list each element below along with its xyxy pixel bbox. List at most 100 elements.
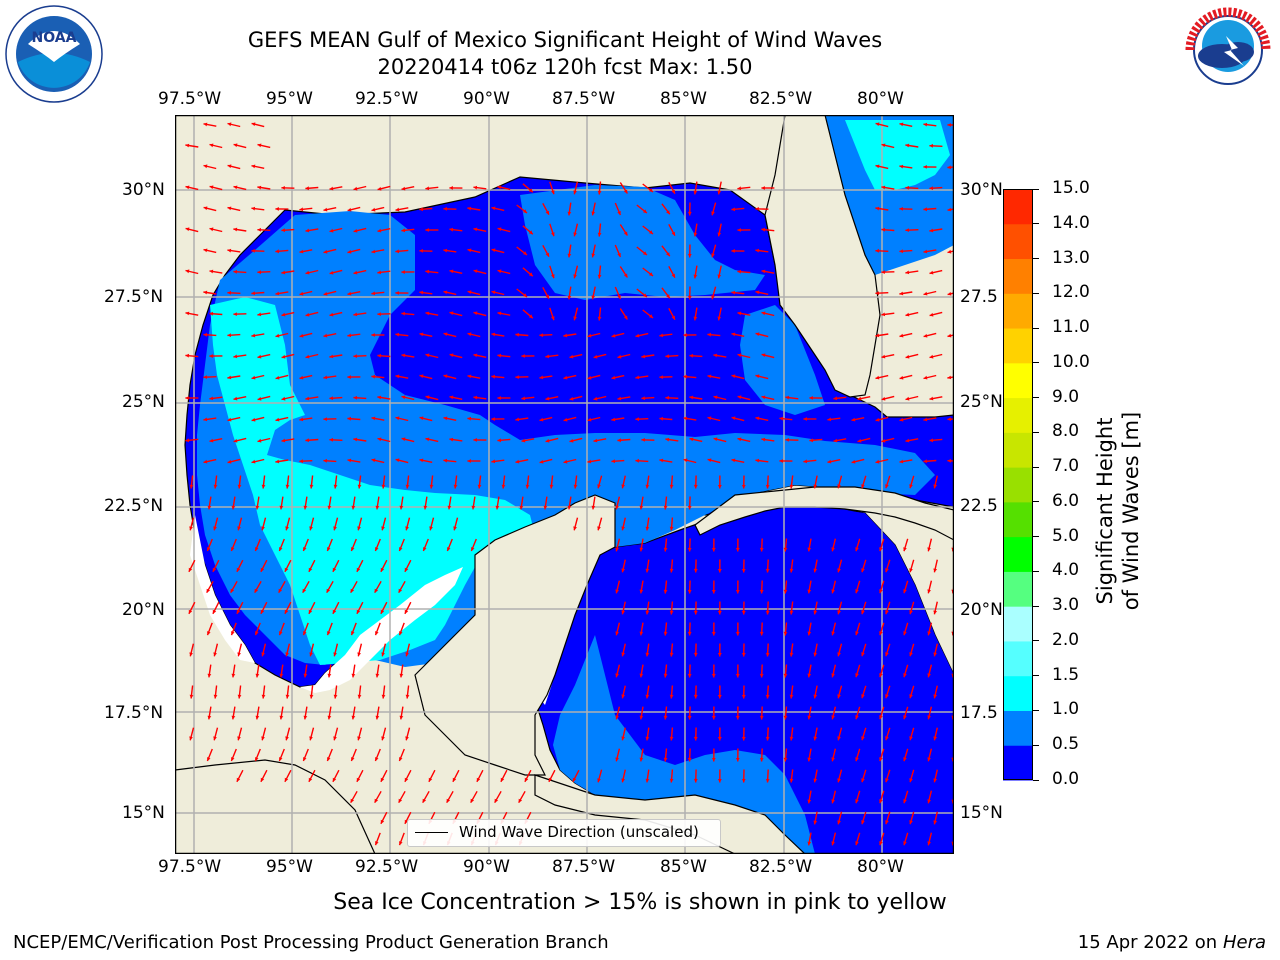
wind-arrow-head — [401, 395, 406, 400]
wind-arrow-head — [428, 777, 433, 782]
wind-arrow-head — [308, 609, 313, 614]
wind-arrow-head — [597, 484, 601, 489]
colorbar-tick-mark — [1033, 501, 1039, 503]
wind-arrow-head — [231, 505, 236, 510]
wind-arrow-head — [299, 291, 304, 296]
wind-arrow-head — [881, 185, 886, 190]
wind-arrow-head — [645, 694, 650, 699]
wind-arrow-head — [375, 757, 379, 761]
wind-arrow-head — [188, 609, 193, 614]
wind-arrow-head — [491, 290, 496, 295]
wind-arrow-head — [569, 438, 574, 443]
wind-arrow-head — [875, 417, 880, 422]
colorbar-tick-mark — [1033, 292, 1039, 294]
wind-arrow-head — [689, 437, 694, 442]
wind-arrow-head — [933, 568, 938, 573]
wind-arrow-head — [261, 652, 265, 657]
wind-arrow-head — [452, 777, 457, 782]
colorbar-tick-mark — [1033, 675, 1039, 677]
wind-arrow-head — [693, 694, 698, 699]
wind-arrow-head — [539, 417, 544, 422]
no-data-strip-bay — [300, 567, 463, 693]
wind-arrow-head — [639, 673, 644, 678]
wind-arrow-head — [351, 547, 355, 551]
wind-arrow-head — [207, 547, 211, 551]
wind-arrow-head — [405, 484, 410, 489]
wind-arrow-head — [717, 274, 722, 279]
wind-arrow-head — [401, 228, 406, 233]
wind-arrow-head — [567, 295, 572, 300]
wind-arrow-head — [731, 207, 736, 212]
wind-arrow-head — [621, 778, 626, 783]
wind-arrow-head — [761, 227, 766, 232]
wind-arrow-head — [347, 249, 352, 254]
wind-arrow-head — [735, 716, 740, 720]
lon-label-bottom-87.5: 87.5°W — [552, 857, 616, 877]
svg-text:NOAA: NOAA — [32, 30, 77, 46]
wind-arrow-head — [549, 484, 554, 489]
wind-arrow-head — [611, 333, 616, 338]
wind-arrow-head — [875, 206, 880, 211]
wind-arrow-head — [257, 270, 261, 275]
wind-arrow-head — [299, 207, 304, 212]
wind-arrow-head — [227, 417, 232, 422]
wind-arrow-head — [275, 249, 279, 254]
wind-arrow-head — [737, 437, 742, 442]
wind-arrow-head — [209, 354, 213, 358]
colorbar-tick-label: 5.0 — [1052, 525, 1080, 546]
wind-arrow-head — [807, 799, 812, 804]
wind-arrow-head — [371, 291, 376, 296]
wind-arrow-head — [885, 736, 889, 741]
wind-arrow-head — [515, 417, 520, 422]
wind-arrow-head — [491, 374, 495, 379]
wind-arrow-head — [669, 610, 674, 615]
wind-arrow-head — [323, 417, 327, 421]
wind-arrow-head — [905, 312, 910, 317]
wind-arrow-head — [923, 207, 927, 212]
wind-arrow-head — [831, 799, 835, 804]
wind-arrow-head — [881, 270, 885, 274]
wind-arrow-head — [209, 438, 214, 443]
wind-arrow-head — [237, 736, 241, 741]
wind-arrow-head — [551, 190, 555, 195]
wave-zone-1.0-1.5-ne — [845, 120, 950, 190]
wind-arrow-head — [687, 295, 692, 300]
wind-arrow-head — [671, 315, 675, 320]
wind-arrow-head — [587, 459, 592, 464]
wind-arrow-head — [741, 653, 746, 657]
wind-arrow-head — [449, 353, 454, 358]
wind-arrow-head — [623, 273, 628, 278]
wind-arrow-head — [309, 652, 313, 657]
wind-arrow-head — [357, 694, 362, 699]
wind-arrow-head — [687, 253, 692, 258]
lat-label-right-22.5: 22.5 — [960, 496, 998, 516]
wind-arrow-head — [621, 736, 626, 741]
wind-arrow-head — [813, 610, 818, 615]
wind-arrow-head — [491, 417, 495, 421]
wind-arrow-head — [405, 526, 409, 531]
wind-arrow-head — [185, 311, 190, 316]
wind-arrow-head — [443, 416, 448, 421]
wind-arrow-head — [855, 589, 859, 594]
wind-arrow-head — [813, 568, 818, 573]
wind-arrow-head — [717, 695, 722, 699]
wind-arrow-head — [497, 185, 502, 190]
wind-arrow-head — [327, 547, 331, 551]
lat-label-right-27.5: 27.5 — [960, 287, 998, 307]
wind-arrow-head — [669, 694, 674, 699]
wind-arrow-head — [231, 547, 235, 551]
wind-arrow-head — [497, 438, 502, 443]
wind-arrow-head — [449, 269, 454, 274]
wind-arrow-head — [572, 777, 577, 782]
wind-arrow-head — [803, 459, 808, 464]
wind-arrow-head — [765, 568, 770, 573]
wind-arrow-head — [279, 673, 284, 678]
wind-arrow-head — [401, 437, 406, 442]
wind-arrow-head — [617, 354, 622, 359]
wind-arrow-head — [257, 354, 262, 359]
colorbar-tick-mark — [1033, 431, 1039, 433]
wind-arrow-head — [327, 505, 332, 510]
wind-arrow-head — [857, 438, 862, 443]
wind-arrow-head — [545, 294, 549, 299]
colorbar-tick-label: 0.5 — [1052, 734, 1080, 755]
